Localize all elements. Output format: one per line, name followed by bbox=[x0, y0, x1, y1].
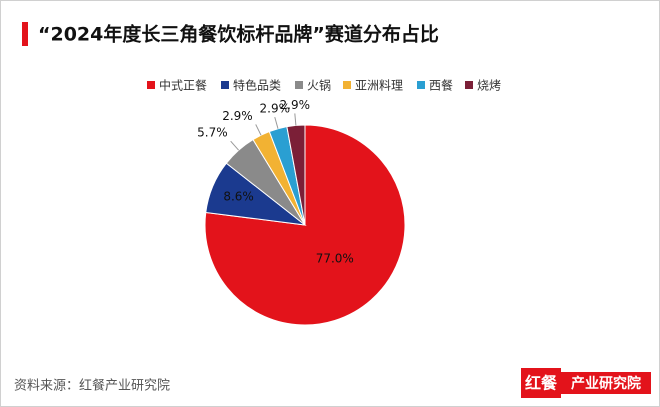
legend-label: 西餐 bbox=[429, 78, 453, 93]
data-label: 2.9% bbox=[260, 102, 291, 116]
leader-line bbox=[294, 113, 297, 126]
leader-line bbox=[255, 124, 262, 136]
data-label: 2.9% bbox=[280, 98, 311, 112]
leader-line bbox=[230, 140, 240, 151]
legend-swatch bbox=[417, 81, 425, 89]
leader-line bbox=[274, 117, 279, 129]
legend-swatch bbox=[295, 81, 303, 89]
chart-title: “2024年度长三角餐饮标杆品牌”赛道分布占比 bbox=[38, 23, 439, 46]
logo-box bbox=[521, 368, 561, 398]
data-label: 77.0% bbox=[316, 251, 354, 265]
data-label: 2.9% bbox=[222, 109, 253, 123]
title-bar bbox=[22, 22, 28, 46]
logo-mark: 红餐 bbox=[525, 374, 558, 393]
legend-swatch bbox=[221, 81, 229, 89]
source: 资料来源：红餐产业研究院 bbox=[14, 378, 170, 394]
legend-swatch bbox=[147, 81, 155, 89]
data-label: 5.7% bbox=[197, 126, 228, 140]
logo-text: 产业研究院 bbox=[571, 375, 641, 392]
legend-swatch bbox=[343, 81, 351, 89]
legend-label: 火锅 bbox=[307, 78, 331, 93]
legend-label: 烧烤 bbox=[477, 78, 501, 93]
data-label: 8.6% bbox=[223, 190, 254, 204]
legend-label: 亚洲料理 bbox=[355, 79, 403, 93]
logo-bar bbox=[561, 372, 651, 394]
legend-label: 中式正餐 bbox=[159, 78, 207, 93]
legend-swatch bbox=[465, 81, 473, 89]
legend-label: 特色品类 bbox=[233, 78, 281, 93]
